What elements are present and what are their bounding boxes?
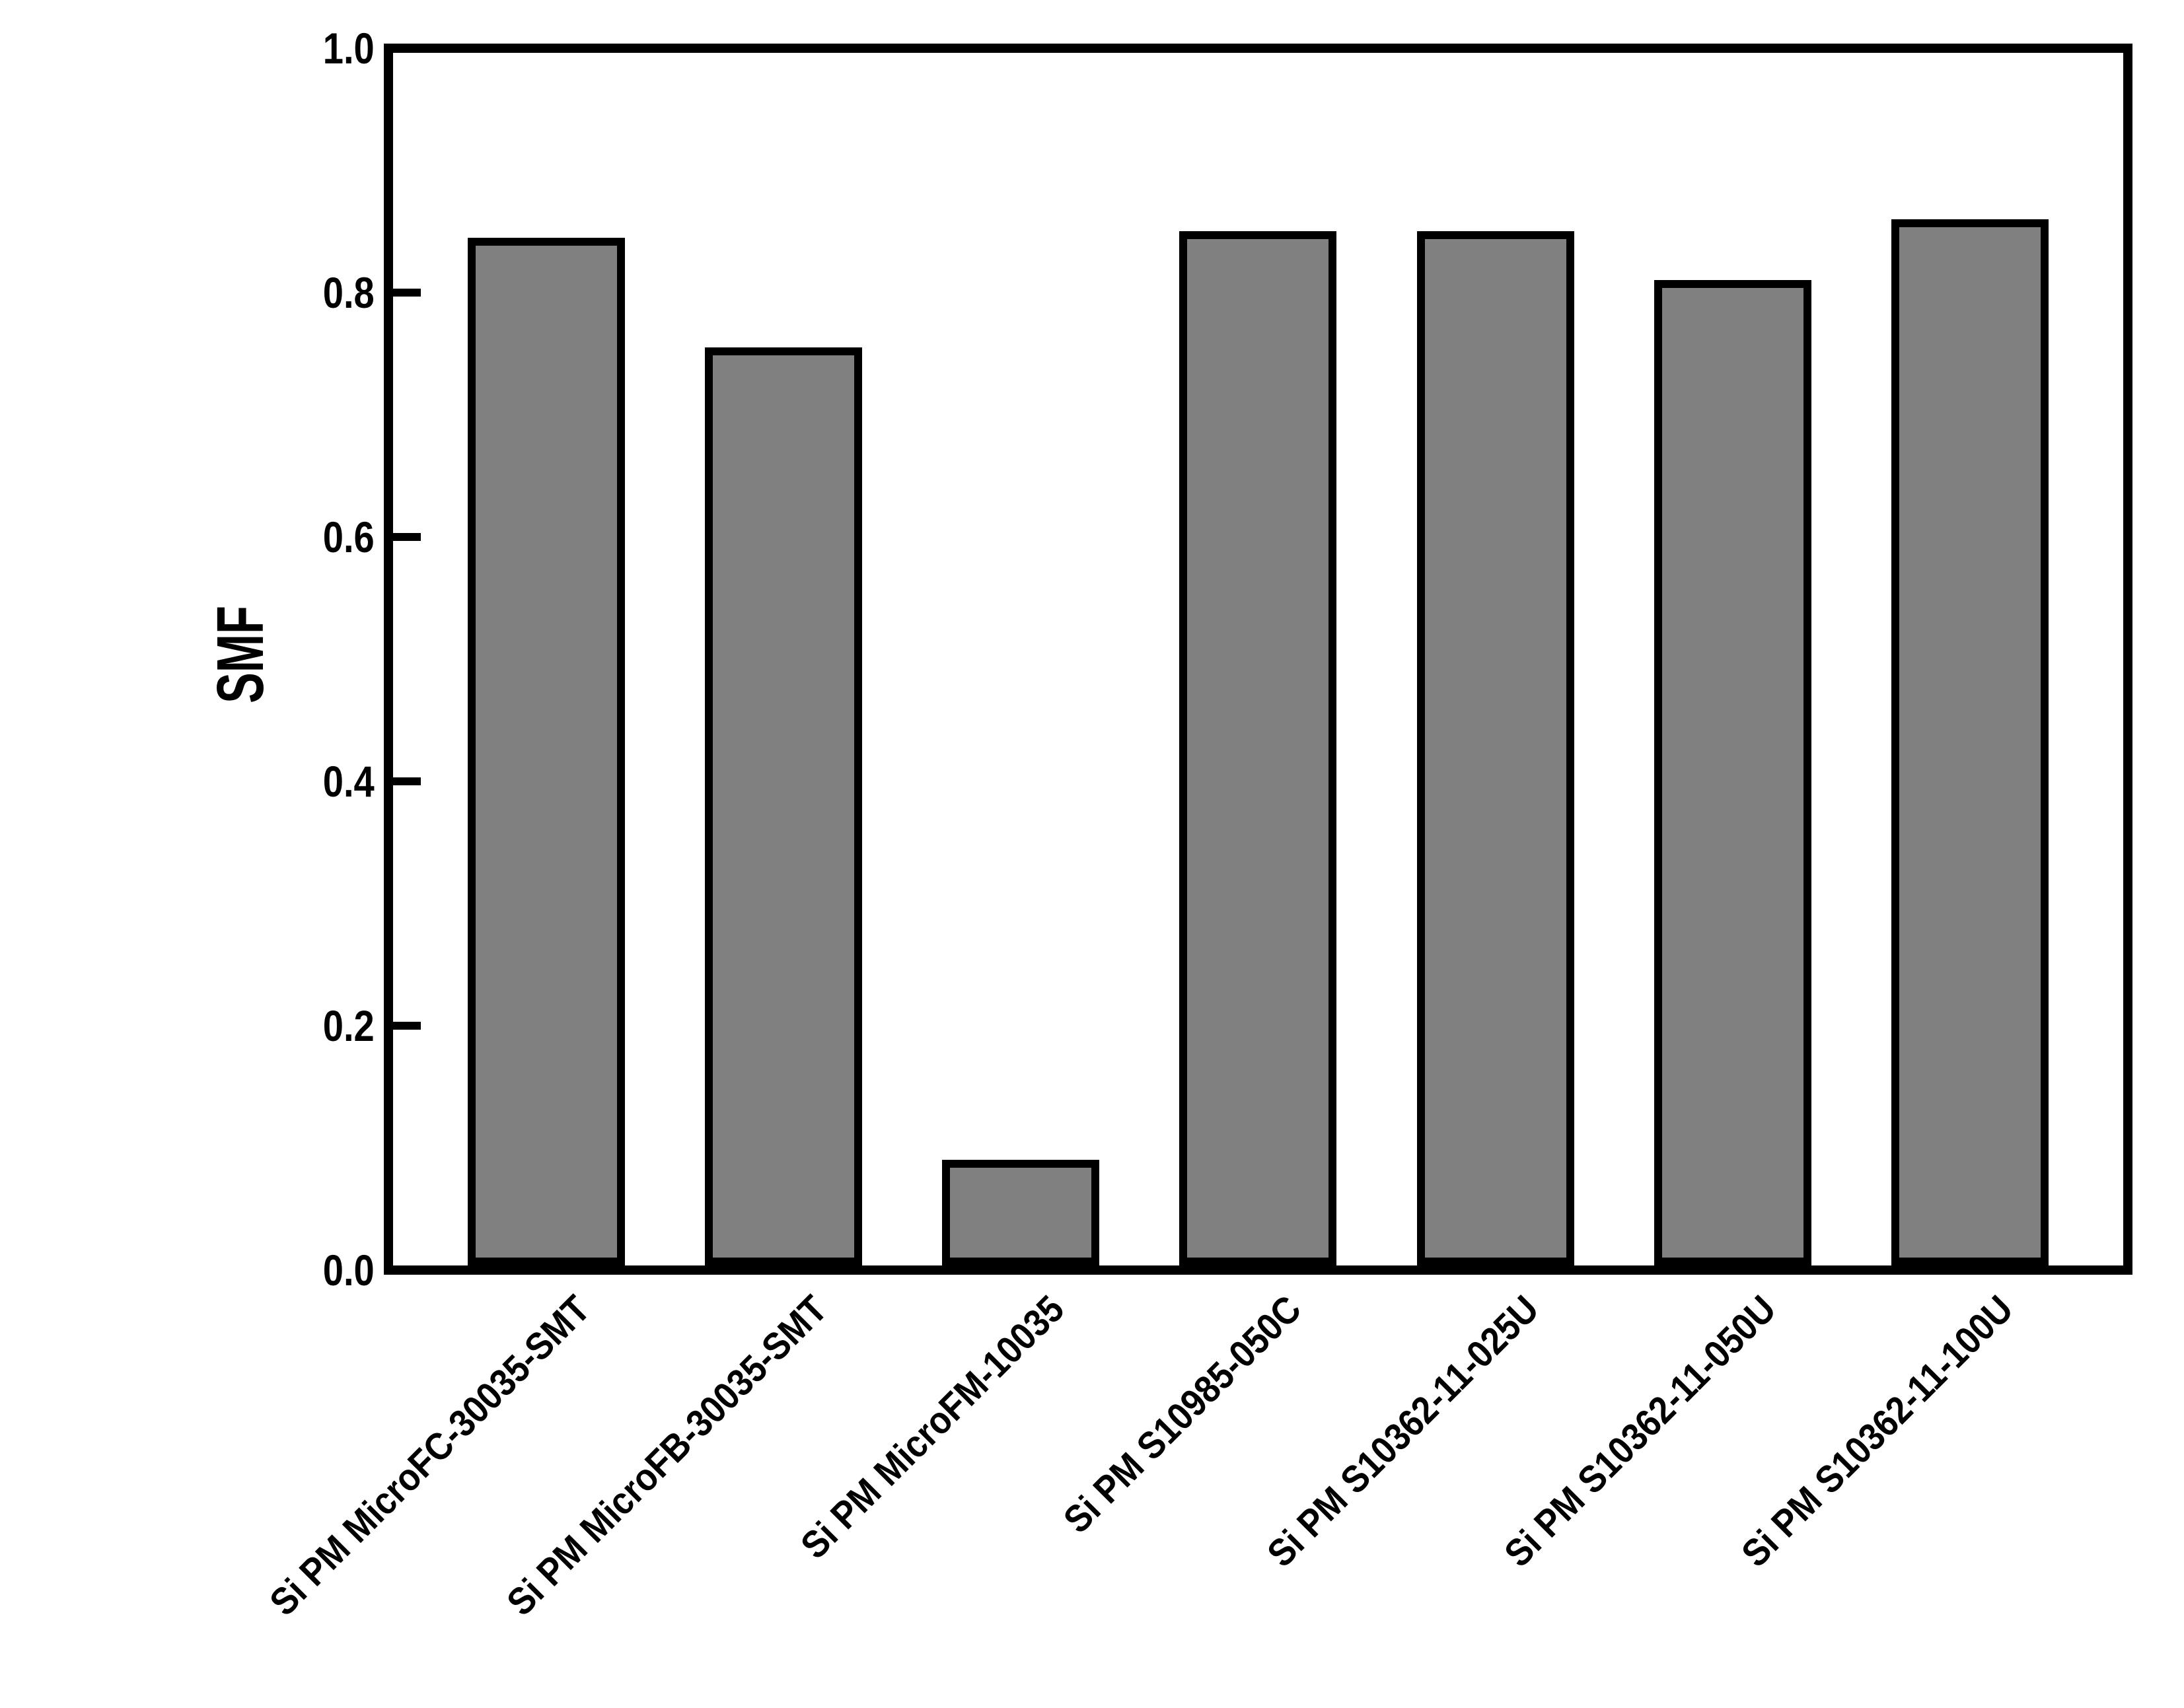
bar-si-pm-s10362-11-100u bbox=[1891, 219, 2049, 1265]
bar-si-pm-microfb-30035-smt bbox=[705, 347, 862, 1265]
bar-si-pm-s10362-11-025u bbox=[1417, 231, 1574, 1265]
bar-si-pm-microfc-30035-smt bbox=[468, 238, 625, 1265]
y-tick-mark bbox=[393, 1022, 421, 1030]
y-tick-label: 0.6 bbox=[323, 513, 375, 561]
y-tick-label: 0.0 bbox=[323, 1246, 375, 1295]
y-tick-mark bbox=[393, 289, 421, 297]
y-tick-label: 0.8 bbox=[323, 268, 375, 317]
bar-si-pm-s10985-050c bbox=[1179, 231, 1336, 1265]
y-tick-mark bbox=[393, 533, 421, 541]
x-category-label: Si PM S10362-11-025U bbox=[1259, 1287, 1548, 1575]
y-tick-mark bbox=[393, 777, 421, 785]
x-category-label: Si PM MicroFM-10035 bbox=[792, 1287, 1073, 1567]
x-category-label: Si PM S10362-11-050U bbox=[1496, 1287, 1785, 1575]
bar-si-pm-s10362-11-050u bbox=[1654, 280, 1811, 1265]
y-axis-title: SMF bbox=[203, 606, 277, 703]
x-category-label: Si PM S10362-11-100U bbox=[1733, 1287, 2022, 1575]
y-tick-label: 1.0 bbox=[323, 24, 375, 73]
x-category-label: Si PM S10985-050C bbox=[1055, 1287, 1310, 1542]
plot-area bbox=[384, 44, 2132, 1275]
y-tick-label: 0.2 bbox=[323, 1001, 375, 1050]
y-tick-label: 0.4 bbox=[323, 757, 375, 806]
bar-si-pm-microfm-10035 bbox=[942, 1160, 1099, 1265]
